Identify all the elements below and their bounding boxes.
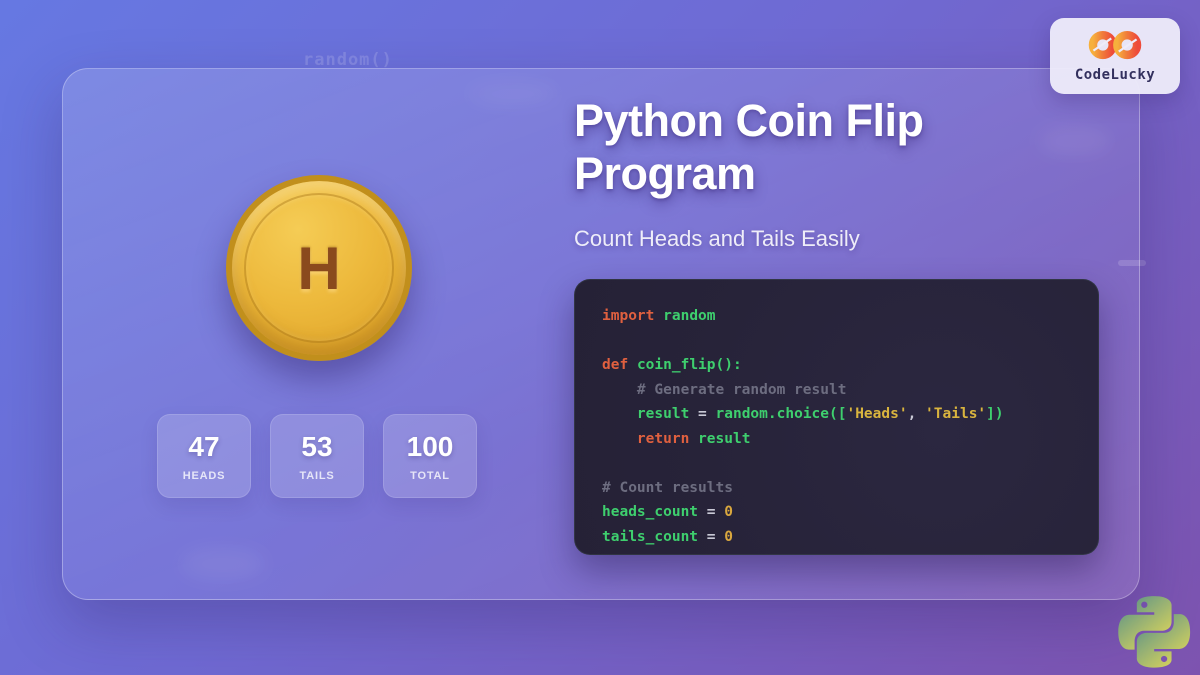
code-line: import random (602, 308, 716, 325)
code-line (602, 329, 1071, 354)
heads-count-value: 47 (188, 430, 220, 462)
page-title: Python Coin Flip Program (574, 95, 924, 199)
right-column: Python Coin Flip Program Count Heads and… (574, 95, 1119, 556)
code-line: # Count results (602, 479, 733, 496)
heads-count-label: HEADS (182, 469, 226, 482)
code-line: return result (636, 430, 751, 447)
stat-box-tails: 53 TAILS (270, 414, 364, 498)
stat-box-heads: 47 HEADS (157, 414, 251, 498)
python-logo-icon (1112, 590, 1196, 674)
brand-badge: CodeLucky (1050, 18, 1180, 94)
page-subtitle: Count Heads and Tails Easily (574, 226, 860, 252)
background-blob (468, 82, 558, 106)
code-lines: import random def coin_flip(): # Generat… (602, 304, 1071, 549)
tails-count-label: TAILS (299, 469, 335, 482)
coin-graphic: H (226, 175, 412, 361)
stats-row: 47 HEADS 53 TAILS 100 TOTAL (157, 414, 477, 498)
background-blob (181, 548, 265, 580)
code-line (602, 451, 1071, 476)
code-line: def coin_flip(): (602, 357, 742, 374)
total-count-label: TOTAL (410, 469, 450, 482)
code-line: heads_count = 0 (602, 504, 733, 521)
code-snippet: import random def coin_flip(): # Generat… (574, 279, 1099, 556)
total-count-value: 100 (406, 430, 454, 462)
stat-box-total: 100 TOTAL (383, 414, 477, 498)
code-line: result = random.choice(['Heads', 'Tails'… (636, 406, 1004, 423)
infinity-logo-icon (1084, 30, 1146, 65)
tails-count-value: 53 (301, 430, 333, 462)
background-dash (1118, 260, 1146, 266)
code-line: # Generate random result (602, 381, 847, 398)
brand-name: CodeLucky (1074, 66, 1156, 83)
glass-card: H 47 HEADS 53 TAILS 100 TOTAL Python Coi… (62, 68, 1140, 600)
background-blob (1038, 126, 1112, 156)
coin-inner-ring (244, 193, 394, 343)
background-watermark-text: random() (303, 50, 393, 70)
code-line: tails_count = 0 (602, 528, 733, 545)
